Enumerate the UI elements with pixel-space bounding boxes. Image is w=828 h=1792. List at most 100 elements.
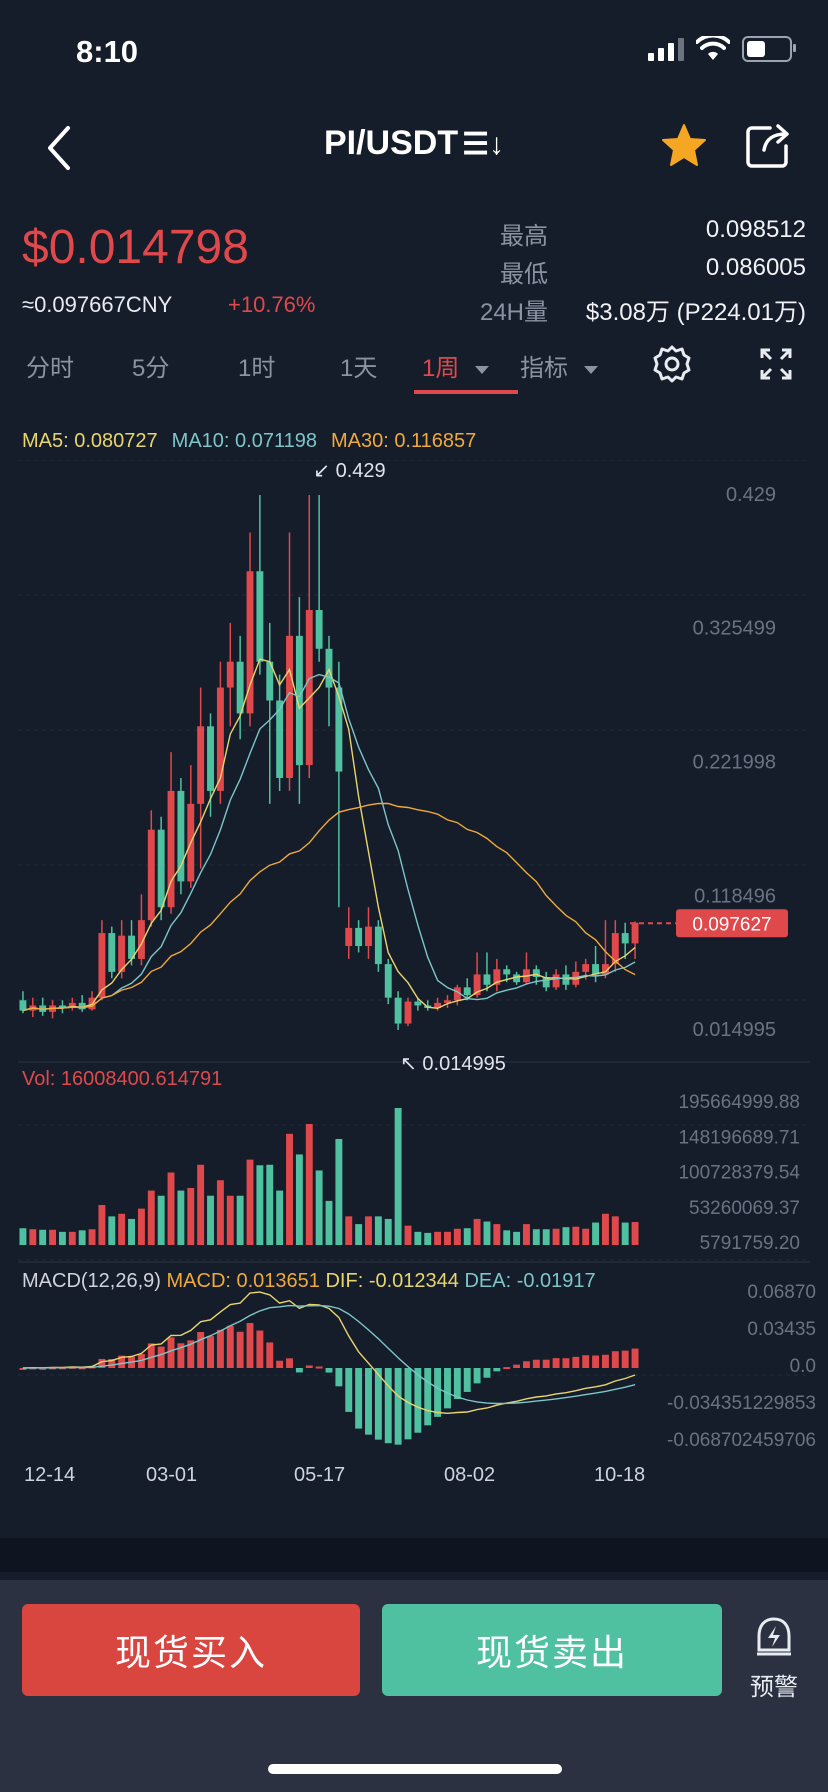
candle-body xyxy=(463,987,471,996)
candle-body xyxy=(236,661,244,714)
alert-bolt-icon xyxy=(757,1617,791,1656)
volume-bar xyxy=(305,1123,313,1245)
chevron-down-icon xyxy=(475,365,490,374)
candle-body xyxy=(335,687,343,772)
volume-bar xyxy=(246,1159,254,1245)
macd-histogram-bar xyxy=(414,1368,422,1433)
candle-body xyxy=(276,700,284,779)
macd-histogram-bar xyxy=(236,1331,244,1368)
fullscreen-icon[interactable] xyxy=(758,346,794,382)
tab-timeshare[interactable]: 分时 xyxy=(26,355,74,382)
stat-low-value: 0.086005 xyxy=(705,254,806,281)
volume-bar xyxy=(108,1216,116,1245)
volume-bar xyxy=(39,1229,47,1245)
macd-histogram-bar xyxy=(147,1343,155,1368)
ma10-value: MA10: 0.071198 xyxy=(171,430,317,452)
favorite-star-icon[interactable] xyxy=(660,122,708,170)
volume-axis-label: 148196689.71 xyxy=(678,1127,800,1148)
volume-bar xyxy=(58,1231,66,1245)
wifi-icon xyxy=(696,36,730,60)
settings-gear-icon[interactable] xyxy=(652,344,692,384)
macd-label: MACD(12,26,9) MACD: 0.013651 DIF: -0.012… xyxy=(22,1268,602,1294)
macd-histogram-bar xyxy=(276,1360,284,1368)
x-label: 05-17 xyxy=(294,1464,346,1486)
active-tab-underline xyxy=(414,390,518,394)
last-price-tag-bg xyxy=(676,909,788,938)
tab-1week[interactable]: 1周 xyxy=(422,348,490,383)
macd-axis-label: -0.034351229853 xyxy=(667,1393,816,1414)
volume-bar xyxy=(453,1228,461,1245)
candle-body xyxy=(266,661,274,701)
kline-chart[interactable]: 0.429 0.325499 0.221998 0.118496 0.014995 ↙ 0… xyxy=(0,460,828,1460)
volume-bar xyxy=(276,1190,284,1245)
tab-1day[interactable]: 1天 xyxy=(340,355,378,382)
candle-body xyxy=(601,964,609,975)
volume-bar xyxy=(197,1164,205,1245)
volume-bar xyxy=(128,1218,135,1245)
macd-title: MACD(12,26,9) xyxy=(22,1270,161,1292)
volume-bar xyxy=(394,1108,402,1245)
spot-sell-button[interactable]: 现货卖出 xyxy=(382,1604,722,1696)
back-icon[interactable] xyxy=(40,120,80,176)
macd-histogram-bar xyxy=(295,1368,303,1373)
stat-low-label: 最低 xyxy=(500,261,548,288)
dif-value: DIF: -0.012344 xyxy=(325,1270,459,1292)
volume-bar xyxy=(384,1218,392,1245)
macd-histogram-bar xyxy=(177,1343,185,1368)
volume-bar xyxy=(483,1221,491,1245)
candle-body xyxy=(404,1001,412,1024)
candle-body xyxy=(128,935,135,959)
price-axis-label: 0.014995 xyxy=(693,1019,776,1041)
share-icon[interactable] xyxy=(744,122,792,170)
macd-value: MACD: 0.013651 xyxy=(166,1270,320,1292)
macd-histogram-bar xyxy=(404,1368,412,1440)
stat-high-value: 0.098512 xyxy=(705,216,806,243)
section-divider xyxy=(0,1538,828,1572)
volume-bar xyxy=(49,1229,57,1245)
volume-bar xyxy=(542,1229,550,1245)
price-axis-label: 0.325499 xyxy=(693,618,776,640)
ma5-line xyxy=(22,658,636,1012)
volume-axis-label: 195664999.88 xyxy=(678,1092,800,1113)
tab-5min[interactable]: 5分 xyxy=(132,355,170,382)
macd-histogram-bar xyxy=(108,1359,116,1368)
macd-histogram-bar xyxy=(78,1367,86,1370)
volume-bar xyxy=(157,1195,165,1245)
volume-bar xyxy=(572,1226,580,1245)
candle-body xyxy=(384,964,392,998)
macd-histogram-bar xyxy=(384,1368,392,1444)
macd-axis-label: 0.0 xyxy=(790,1356,816,1377)
macd-histogram-bar xyxy=(523,1361,530,1368)
macd-histogram-bar xyxy=(453,1368,461,1400)
stat-volume-label: 24H量 xyxy=(479,299,548,326)
volume-bar xyxy=(147,1190,155,1245)
spot-buy-button[interactable]: 现货买入 xyxy=(22,1604,360,1696)
candle-body xyxy=(256,571,264,662)
candle-body xyxy=(315,610,323,649)
volume-bar xyxy=(68,1231,76,1245)
volume-bar xyxy=(523,1224,530,1245)
macd-histogram-bar xyxy=(216,1329,224,1368)
tab-indicators[interactable]: 指标 xyxy=(520,348,598,383)
x-label: 08-02 xyxy=(444,1464,496,1486)
pair-title[interactable]: PI/USDT ☰↓ xyxy=(0,124,828,163)
volume-bar xyxy=(424,1232,432,1245)
volume-bar xyxy=(118,1213,126,1245)
macd-histogram-bar xyxy=(572,1356,580,1368)
tab-1hour[interactable]: 1时 xyxy=(238,355,276,382)
status-icons xyxy=(648,36,796,62)
low-price-marker: ↖ 0.014995 xyxy=(400,1053,506,1075)
macd-histogram-bar xyxy=(335,1368,343,1387)
macd-histogram-bar xyxy=(582,1355,590,1368)
candle-body xyxy=(78,1002,86,1010)
volume-bar xyxy=(355,1224,363,1245)
price-alert-button[interactable]: 预警 xyxy=(744,1616,804,1701)
volume-bar xyxy=(631,1222,639,1245)
volume-bar xyxy=(601,1213,609,1245)
macd-histogram-bar xyxy=(157,1346,165,1368)
candle-body xyxy=(493,969,501,985)
tab-1week-label: 1周 xyxy=(422,355,460,382)
chevron-down-icon xyxy=(584,365,598,374)
volume-bar xyxy=(621,1222,629,1245)
macd-histogram-bar xyxy=(394,1368,402,1445)
